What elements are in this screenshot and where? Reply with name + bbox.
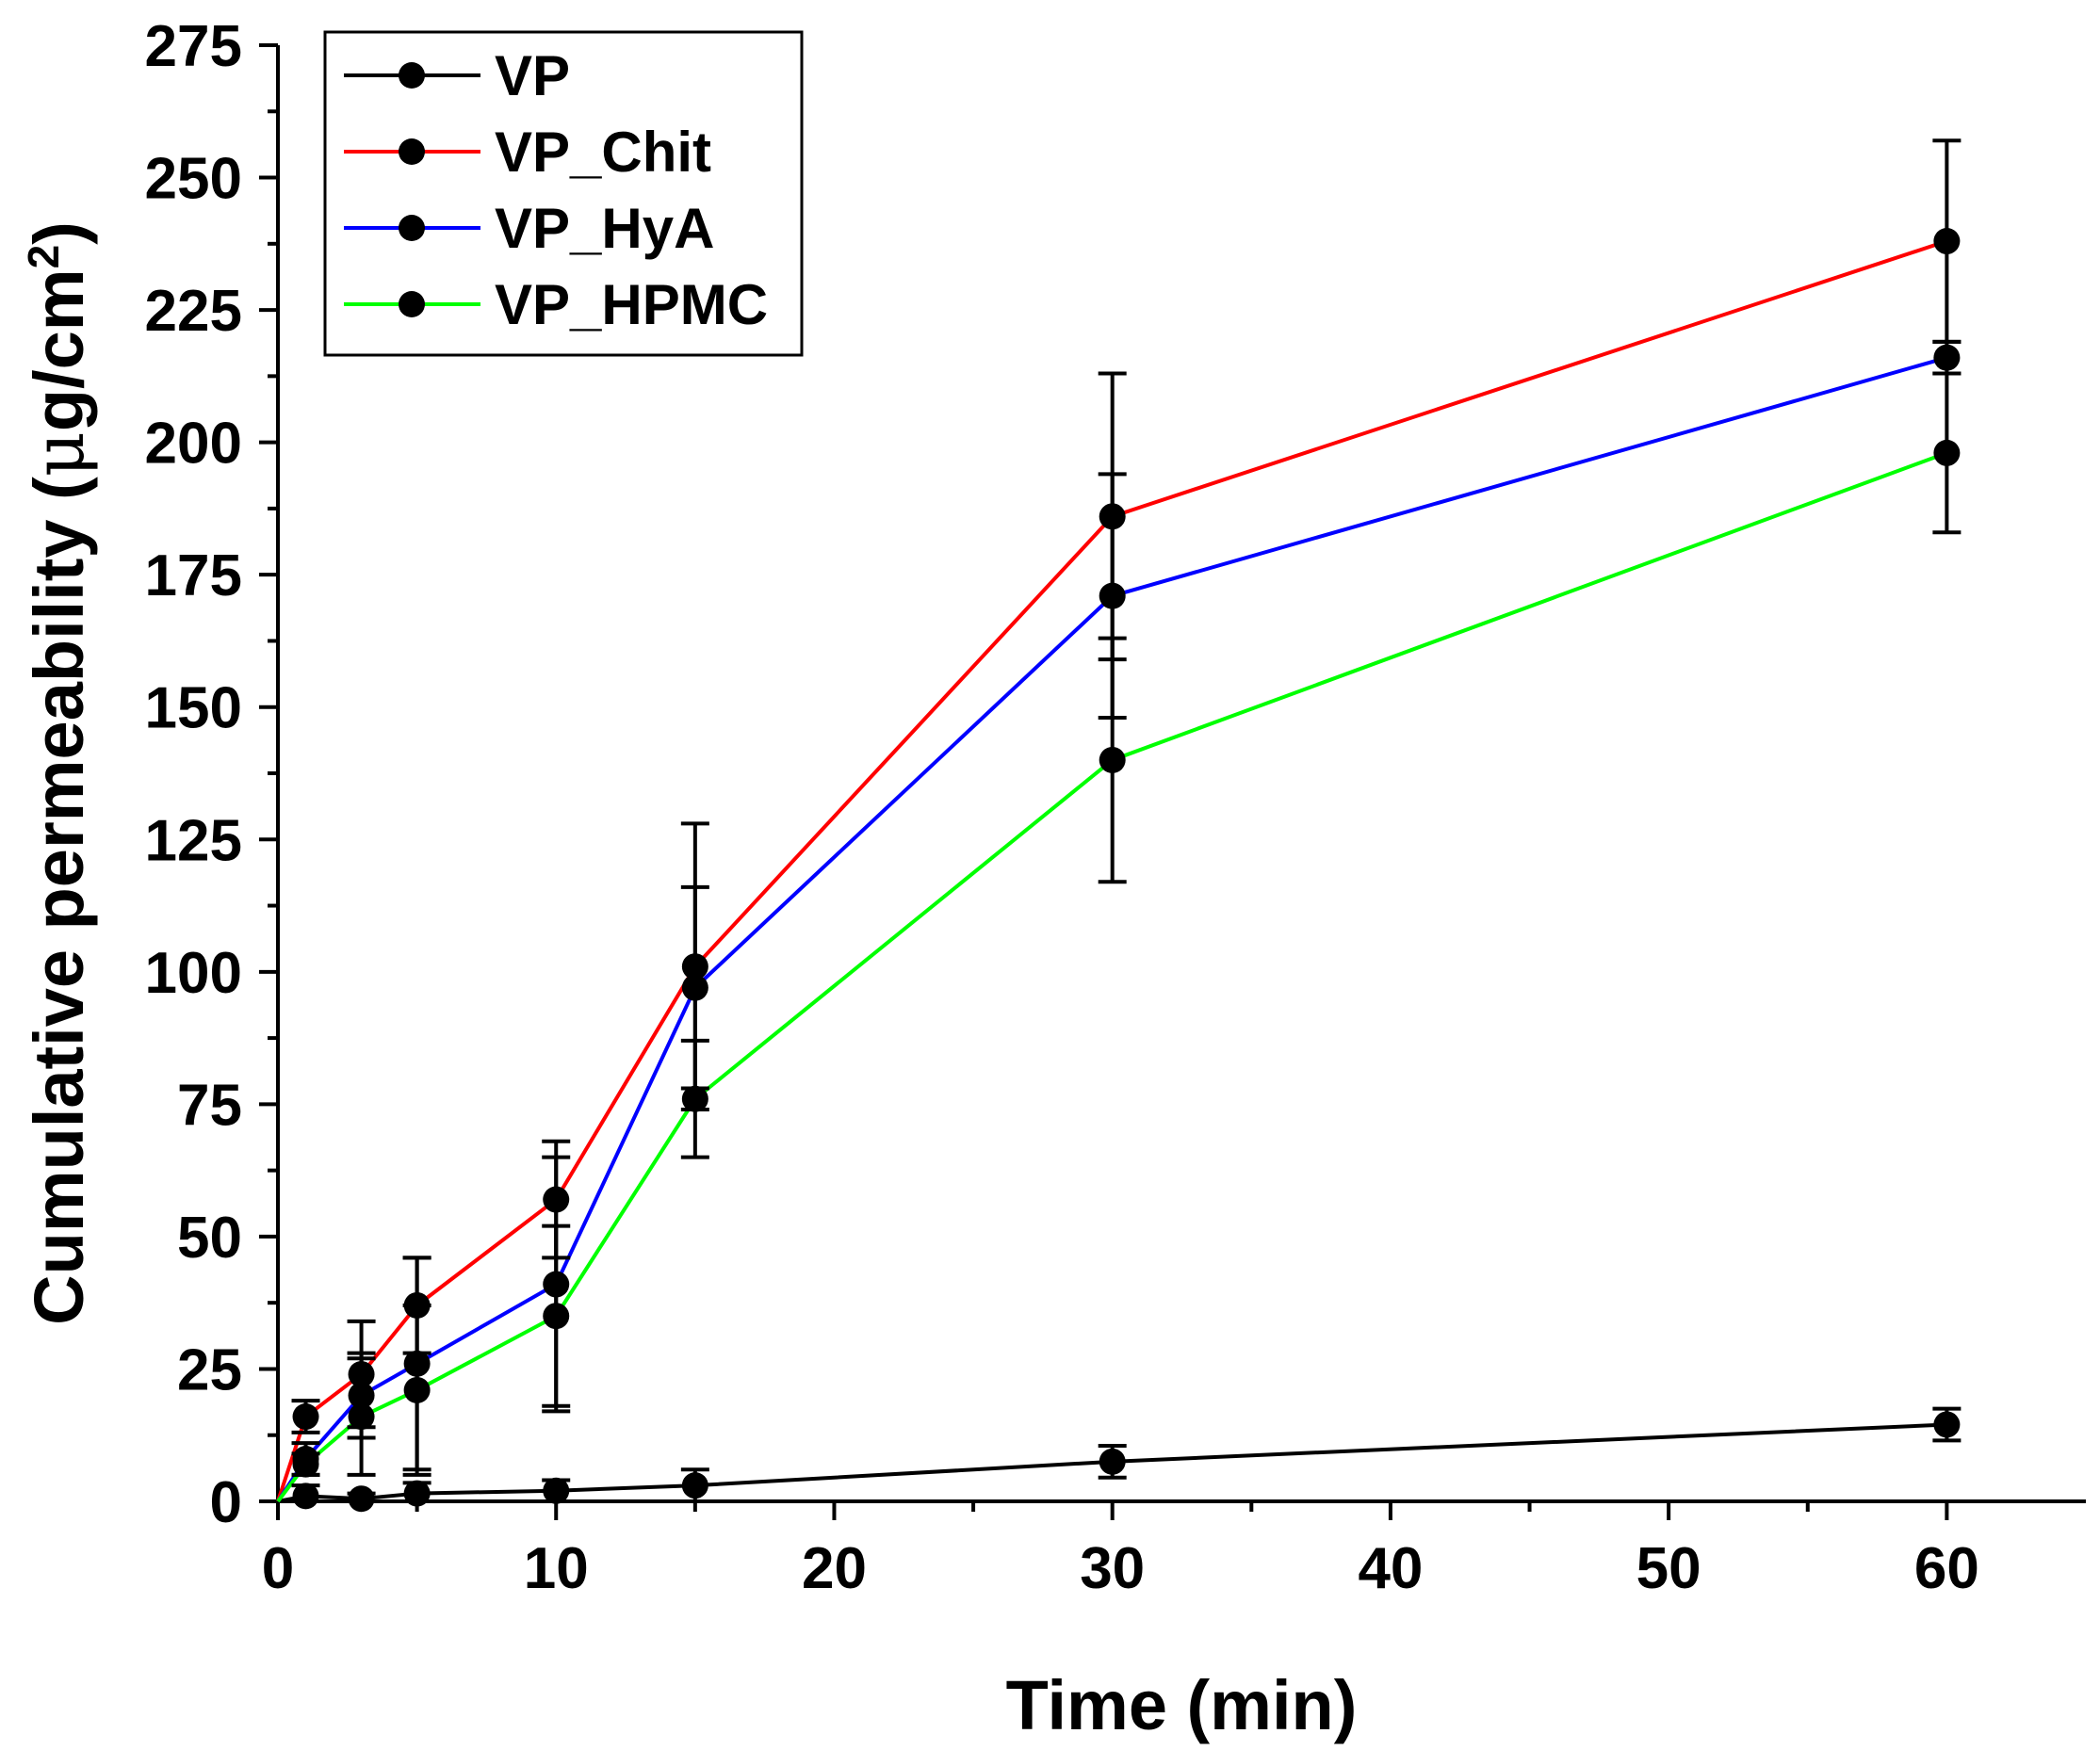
data-point-vp-hpmc — [292, 1450, 319, 1478]
y-axis-title: Cumulative permeability (μg/cm2) — [19, 221, 100, 1325]
x-tick-label: 50 — [1636, 1536, 1701, 1601]
y-axis-title-main: Cumulative permeability — [20, 519, 98, 1324]
y-tick-label: 100 — [145, 941, 242, 1006]
y-tick-label: 50 — [177, 1206, 242, 1271]
y-tick-label: 150 — [145, 676, 242, 741]
y-axis-title-exponent: 2 — [19, 245, 68, 269]
legend-label-vp-hpmc: VP_HPMC — [495, 273, 768, 336]
x-axis-title: Time (min) — [1006, 1666, 1358, 1744]
y-tick-label: 225 — [145, 279, 242, 344]
data-point-vp — [1099, 1448, 1126, 1475]
data-point-vp-hya — [403, 1350, 431, 1377]
data-point-vp — [681, 1472, 708, 1499]
data-point-vp-chit — [292, 1403, 319, 1431]
y-tick-label: 275 — [145, 14, 242, 79]
data-point-vp-hpmc — [1099, 746, 1126, 773]
y-tick-label: 75 — [177, 1073, 242, 1138]
y-axis-title-unit: g/cm — [20, 268, 98, 431]
x-ticks: 0 10 20 30 40 50 60 — [262, 1501, 1979, 1601]
series-points — [292, 228, 1961, 1513]
legend-label-vp-hya: VP_HyA — [495, 197, 714, 260]
data-point-vp-hpmc — [348, 1403, 375, 1431]
data-point-vp-hpmc — [403, 1376, 431, 1403]
data-point-vp-chit — [543, 1186, 570, 1213]
x-tick-label: 0 — [262, 1536, 294, 1601]
y-ticks: 0 25 50 75 100 125 150 175 200 225 250 275 — [145, 14, 278, 1535]
data-point-vp-hya — [543, 1271, 570, 1298]
data-point-vp-chit — [403, 1291, 431, 1319]
data-point-vp-hpmc — [543, 1303, 570, 1330]
data-point-vp-chit — [1933, 228, 1961, 255]
data-point-vp-hpmc — [681, 1085, 708, 1112]
y-tick-label: 125 — [145, 808, 242, 873]
legend-marker-vp — [399, 62, 425, 89]
y-tick-label: 175 — [145, 543, 242, 608]
data-point-vp-chit — [1099, 503, 1126, 530]
data-point-vp-chit — [348, 1361, 375, 1388]
data-point-vp-hya — [348, 1382, 375, 1409]
data-point-vp-hya — [681, 974, 708, 1001]
y-axis-title-paren-open: ( — [20, 477, 98, 500]
legend-label-vp: VP — [495, 44, 570, 107]
data-point-vp — [543, 1477, 570, 1504]
legend-label-vp-chit: VP_Chit — [495, 121, 711, 184]
x-tick-label: 60 — [1914, 1536, 1979, 1601]
legend-marker-vp-hpmc — [399, 291, 425, 317]
y-tick-label: 0 — [210, 1470, 242, 1535]
x-tick-label: 40 — [1358, 1536, 1423, 1601]
x-tick-label: 30 — [1080, 1536, 1145, 1601]
y-tick-label: 200 — [145, 412, 242, 477]
data-point-vp — [292, 1483, 319, 1510]
x-tick-label: 10 — [524, 1536, 589, 1601]
y-tick-label: 25 — [177, 1337, 242, 1402]
data-point-vp-hya — [1099, 582, 1126, 609]
data-point-vp — [1933, 1411, 1961, 1438]
y-axis-title-mu: μ — [19, 431, 100, 477]
data-point-vp — [348, 1485, 375, 1513]
data-point-vp-hya — [1933, 344, 1961, 371]
legend-marker-vp-chit — [399, 138, 425, 165]
legend: VP VP_Chit VP_HyA VP_HPMC — [323, 30, 804, 357]
data-point-vp — [403, 1480, 431, 1507]
data-point-vp-chit — [681, 953, 708, 980]
y-axis-title-paren-close: ) — [20, 221, 98, 245]
data-point-vp-hpmc — [1933, 439, 1961, 466]
legend-marker-vp-hya — [399, 215, 425, 241]
y-tick-label: 250 — [145, 147, 242, 212]
series-line-vp-hya — [276, 355, 1947, 1503]
x-tick-label: 20 — [802, 1536, 867, 1601]
